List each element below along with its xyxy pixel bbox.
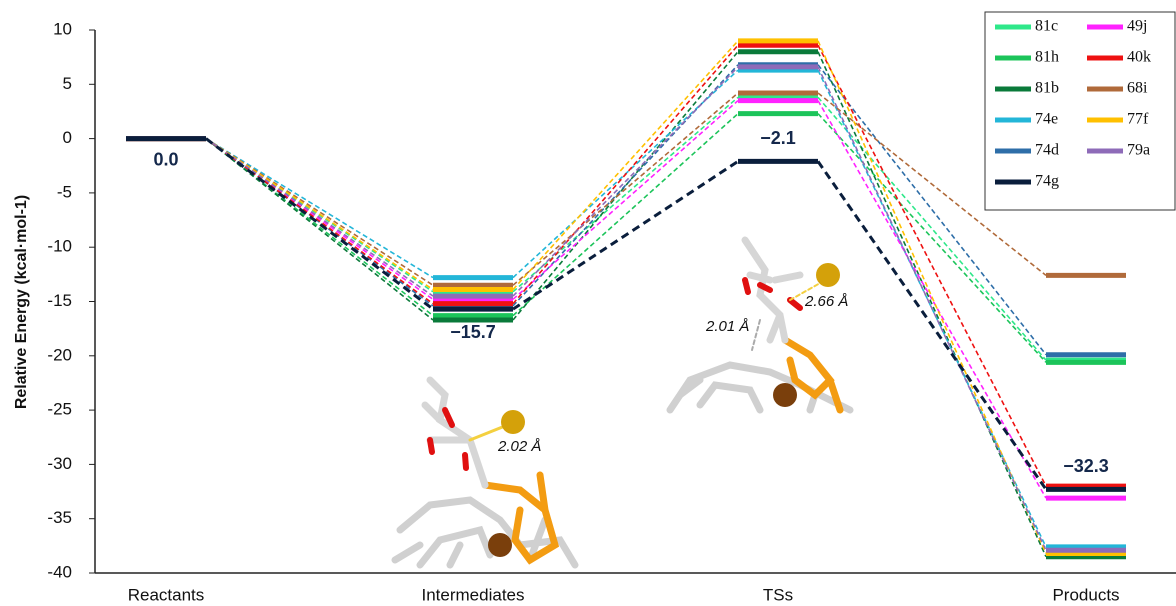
y-tick-label: 0: [63, 128, 72, 147]
legend-label: 49j: [1127, 18, 1147, 35]
value-label: −32.3: [1063, 456, 1109, 476]
y-tick-label: 5: [63, 74, 72, 93]
x-tick-label: Intermediates: [422, 585, 525, 604]
connector: [513, 45, 738, 303]
x-tick-label: Products: [1052, 585, 1119, 604]
y-tick-label: -15: [47, 291, 72, 310]
legend-label: 68i: [1127, 80, 1148, 97]
y-tick-label: 10: [53, 19, 72, 38]
molecule-ts: [670, 240, 850, 410]
annotation: 2.01 Å: [705, 318, 749, 335]
legend-label: 74d: [1035, 142, 1059, 159]
connector: [206, 139, 433, 278]
y-tick-label: -40: [47, 562, 72, 581]
x-tick-label: Reactants: [128, 585, 205, 604]
connector: [513, 101, 738, 300]
molecule-intermediate: [395, 380, 575, 565]
y-tick-label: -10: [47, 237, 72, 256]
legend-label: 77f: [1127, 111, 1149, 128]
value-label: −2.1: [760, 128, 796, 148]
legend-label: 81b: [1035, 80, 1059, 97]
legend-label: 40k: [1127, 49, 1151, 66]
y-tick-label: -5: [57, 182, 72, 201]
y-tick-label: -35: [47, 508, 72, 527]
annotation: 2.02 Å: [497, 438, 541, 455]
chart: 2.02 Å 2.66 Å 2.01 Å Relative Energy (kc…: [0, 0, 1176, 606]
connector: [513, 41, 738, 290]
value-label: −15.7: [450, 322, 496, 342]
legend-label: 74e: [1035, 111, 1058, 128]
y-tick-label: -20: [47, 345, 72, 364]
legend-label: 79a: [1127, 142, 1150, 159]
legend-label: 74g: [1035, 173, 1059, 190]
y-axis-label: Relative Energy (kcal·mol-1): [13, 195, 30, 409]
connector: [513, 161, 738, 309]
connector: [513, 67, 738, 296]
connector: [513, 97, 738, 291]
y-tick-label: -30: [47, 454, 72, 473]
legend-label: 81h: [1035, 49, 1059, 66]
connector: [206, 139, 433, 296]
y-tick-label: -25: [47, 400, 72, 419]
annotation: 2.66 Å: [804, 293, 848, 310]
connector: [206, 139, 433, 290]
legend-label: 81c: [1035, 18, 1058, 35]
value-label: 0.0: [153, 149, 178, 169]
connector: [206, 139, 433, 310]
x-tick-label: TSs: [763, 585, 793, 604]
connector: [513, 93, 738, 285]
